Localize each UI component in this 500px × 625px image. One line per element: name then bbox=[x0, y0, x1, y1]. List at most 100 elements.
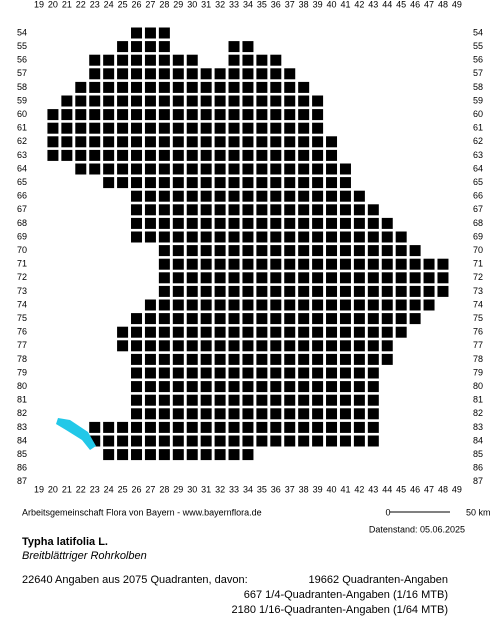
occupied-cell bbox=[312, 217, 324, 229]
occupied-cell bbox=[186, 190, 198, 202]
x-label: 20 bbox=[48, 0, 58, 9]
occupied-cell bbox=[89, 95, 101, 107]
occupied-cell bbox=[200, 190, 212, 202]
occupied-cell bbox=[381, 353, 393, 365]
occupied-cell bbox=[214, 394, 226, 406]
occupied-cell bbox=[186, 122, 198, 134]
occupied-cell bbox=[47, 136, 59, 148]
occupied-cell bbox=[312, 408, 324, 420]
occupied-cell bbox=[284, 95, 296, 107]
occupied-cell bbox=[326, 149, 338, 161]
occupied-cell bbox=[284, 326, 296, 338]
occupied-cell bbox=[298, 95, 310, 107]
occupied-cell bbox=[353, 367, 365, 379]
occupied-cell bbox=[270, 231, 282, 243]
occupied-cell bbox=[200, 68, 212, 80]
occupied-cell bbox=[298, 272, 310, 284]
occupied-cell bbox=[242, 136, 254, 148]
occupied-cell bbox=[103, 109, 115, 121]
occupied-cell bbox=[144, 353, 156, 365]
occupied-cell bbox=[228, 449, 240, 461]
occupied-cell bbox=[284, 68, 296, 80]
occupied-cell bbox=[256, 68, 268, 80]
occupied-cell bbox=[172, 177, 184, 189]
y-label: 56 bbox=[17, 55, 27, 65]
occupied-cell bbox=[256, 95, 268, 107]
x-label: 33 bbox=[229, 484, 239, 494]
occupied-cell bbox=[312, 285, 324, 297]
occupied-cell bbox=[312, 299, 324, 311]
occupied-cell bbox=[381, 285, 393, 297]
occupied-cell bbox=[423, 285, 435, 297]
occupied-cell bbox=[284, 367, 296, 379]
occupied-cell bbox=[284, 163, 296, 175]
occupied-cell bbox=[326, 394, 338, 406]
occupied-cell bbox=[186, 258, 198, 270]
occupied-cell bbox=[144, 27, 156, 39]
occupied-cell bbox=[172, 408, 184, 420]
occupied-cell bbox=[298, 381, 310, 393]
occupied-cell bbox=[353, 204, 365, 216]
occupied-cell bbox=[242, 81, 254, 93]
x-label: 26 bbox=[132, 484, 142, 494]
occupied-cell bbox=[242, 190, 254, 202]
occupied-cell bbox=[200, 258, 212, 270]
occupied-cell bbox=[326, 204, 338, 216]
stat: 2180 1/16-Quadranten-Angaben (1/64 MTB) bbox=[232, 604, 448, 616]
occupied-cell bbox=[270, 299, 282, 311]
occupied-cell bbox=[270, 217, 282, 229]
occupied-cell bbox=[214, 149, 226, 161]
occupied-cell bbox=[186, 326, 198, 338]
occupied-cell bbox=[158, 313, 170, 325]
y-label: 63 bbox=[17, 150, 27, 160]
occupied-cell bbox=[172, 204, 184, 216]
occupied-cell bbox=[158, 381, 170, 393]
occupied-cell bbox=[172, 258, 184, 270]
occupied-cell bbox=[228, 163, 240, 175]
occupied-cell bbox=[242, 122, 254, 134]
x-label: 45 bbox=[396, 0, 406, 9]
occupied-cell bbox=[214, 217, 226, 229]
occupied-cell bbox=[228, 313, 240, 325]
occupied-cell bbox=[284, 190, 296, 202]
occupied-cell bbox=[298, 313, 310, 325]
occupied-cell bbox=[131, 136, 143, 148]
occupied-cell bbox=[339, 204, 351, 216]
occupied-cell bbox=[284, 381, 296, 393]
occupied-cell bbox=[284, 149, 296, 161]
occupied-cell bbox=[409, 299, 421, 311]
occupied-cell bbox=[144, 122, 156, 134]
occupied-cell bbox=[131, 68, 143, 80]
occupied-cell bbox=[172, 326, 184, 338]
occupied-cell bbox=[131, 326, 143, 338]
occupied-cell bbox=[200, 435, 212, 447]
x-label: 49 bbox=[452, 484, 462, 494]
occupied-cell bbox=[228, 353, 240, 365]
occupied-cell bbox=[158, 326, 170, 338]
occupied-cell bbox=[186, 299, 198, 311]
x-label: 45 bbox=[396, 484, 406, 494]
occupied-cell bbox=[256, 136, 268, 148]
occupied-cell bbox=[298, 136, 310, 148]
y-label: 77 bbox=[17, 340, 27, 350]
occupied-cell bbox=[214, 190, 226, 202]
occupied-cell bbox=[172, 353, 184, 365]
occupied-cell bbox=[158, 299, 170, 311]
occupied-cell bbox=[144, 149, 156, 161]
occupied-cell bbox=[298, 81, 310, 93]
occupied-cell bbox=[242, 408, 254, 420]
occupied-cell bbox=[214, 231, 226, 243]
x-label: 41 bbox=[340, 484, 350, 494]
occupied-cell bbox=[298, 177, 310, 189]
occupied-cell bbox=[172, 95, 184, 107]
y-label: 62 bbox=[17, 136, 27, 146]
y-label: 81 bbox=[17, 395, 27, 405]
occupied-cell bbox=[200, 109, 212, 121]
occupied-cell bbox=[242, 340, 254, 352]
occupied-cell bbox=[312, 163, 324, 175]
y-label: 72 bbox=[17, 272, 27, 282]
occupied-cell bbox=[395, 272, 407, 284]
occupied-cell bbox=[284, 313, 296, 325]
occupied-cell bbox=[186, 81, 198, 93]
occupied-cell bbox=[158, 449, 170, 461]
